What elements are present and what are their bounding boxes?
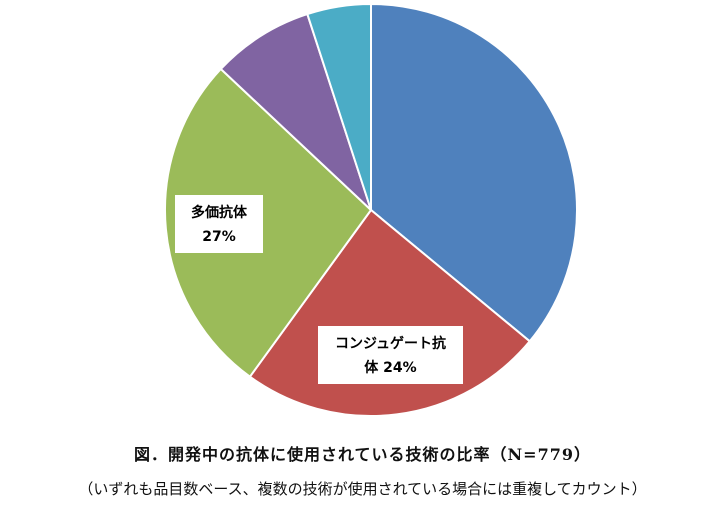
- pie-slice-2: [164, 67, 373, 379]
- data-label-text: 27%: [202, 229, 236, 245]
- figure-caption-subtitle: （いずれも品目数ベース、複数の技術が使用されている場合には重複してカウント）: [78, 480, 647, 498]
- data-label-text: コンジュゲート抗: [335, 335, 446, 352]
- data-label-box: [175, 195, 263, 253]
- data-label-text: 体 24%: [364, 359, 416, 376]
- data-label-2: 多価抗体 27%: [175, 195, 263, 253]
- data-label-box: [318, 326, 463, 384]
- pie-slice-0: [370, 2, 579, 343]
- pie-slice-4: [306, 2, 372, 211]
- pie-slice-3: [219, 12, 372, 211]
- figure-caption-title: 図．開発中の抗体に使用されている技術の比率（N=779）: [134, 445, 591, 464]
- data-label-text: 多価抗体: [191, 204, 248, 221]
